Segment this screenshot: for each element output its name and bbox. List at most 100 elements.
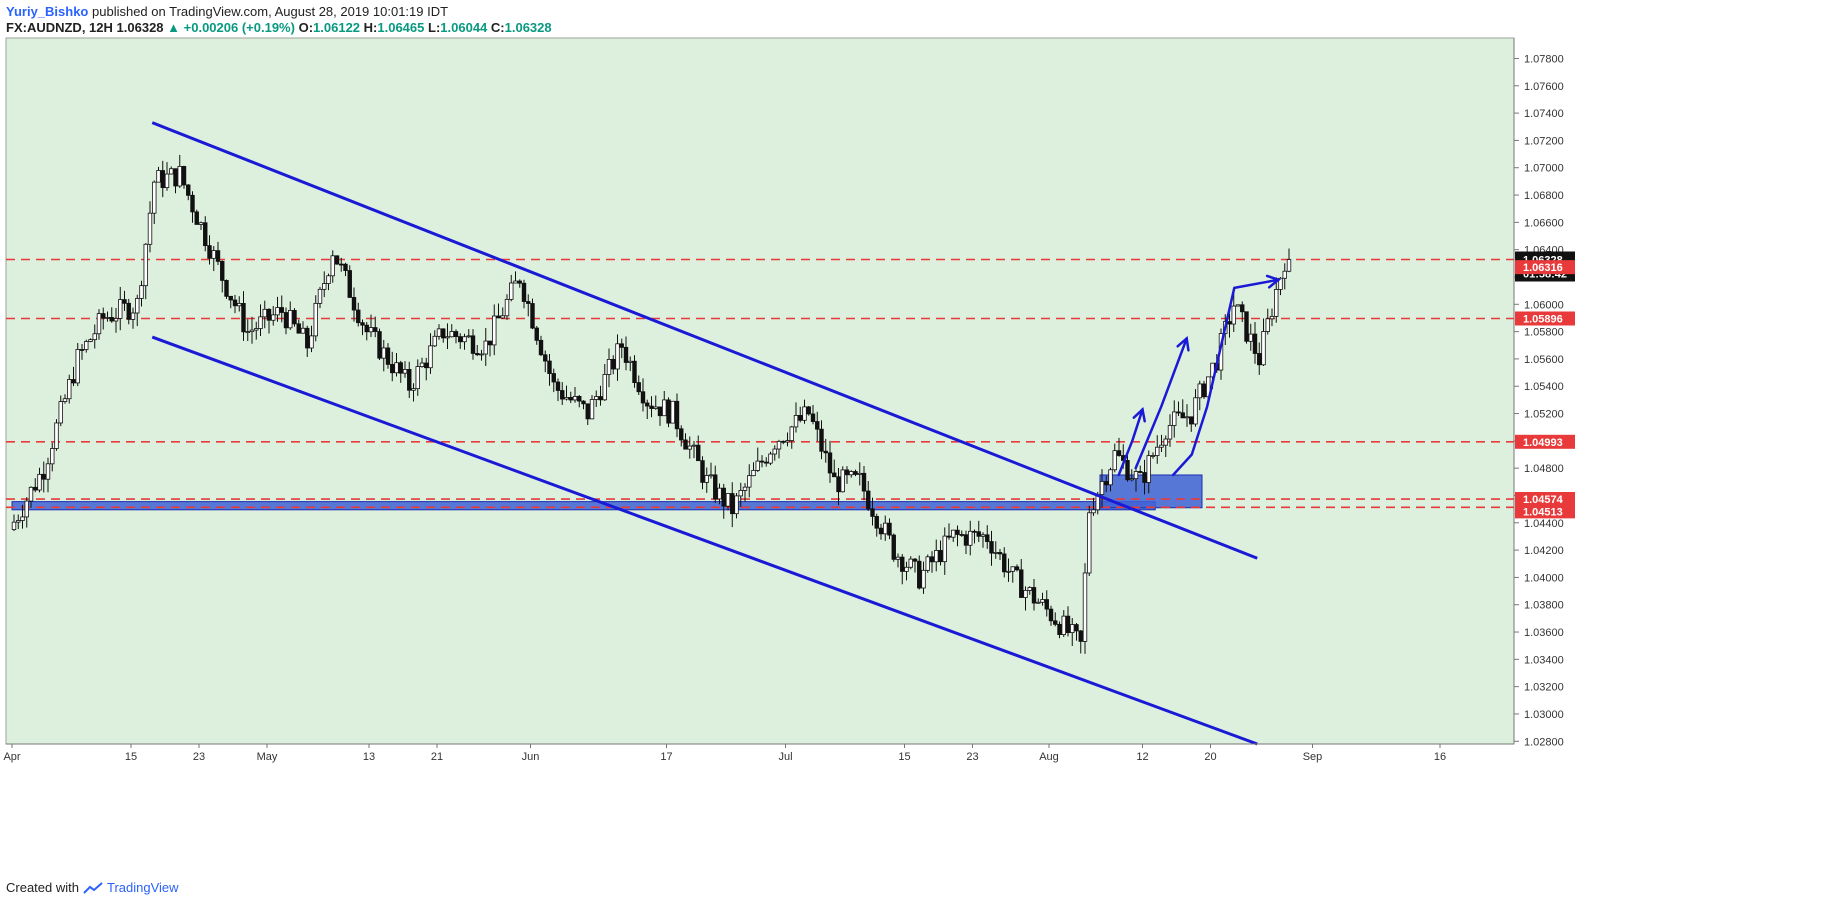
plot-area[interactable] bbox=[5, 37, 1515, 745]
candle-down bbox=[972, 530, 977, 533]
price-tick-label: 1.07400 bbox=[1524, 108, 1564, 120]
descending-channel bbox=[151, 121, 1258, 746]
price-tick-label: 1.05600 bbox=[1524, 354, 1564, 366]
chart-header: Yuriy_Bishko published on TradingView.co… bbox=[6, 4, 552, 36]
candle-down bbox=[1019, 569, 1024, 598]
candle-up bbox=[1099, 481, 1105, 495]
candle-down bbox=[101, 313, 106, 319]
candles bbox=[11, 154, 1292, 654]
candle-down bbox=[441, 328, 446, 339]
time-tick-label: 20 bbox=[1204, 751, 1216, 763]
candle-up bbox=[606, 359, 612, 375]
candle-up bbox=[908, 558, 913, 568]
candle-down bbox=[521, 282, 527, 302]
candle-down bbox=[1031, 587, 1037, 604]
candle-up bbox=[1286, 259, 1292, 272]
symbol-interval[interactable]: FX:AUDNZD, 12H bbox=[6, 20, 113, 35]
support-zone bbox=[11, 501, 1156, 511]
candle-up bbox=[883, 522, 888, 535]
candle-up bbox=[1010, 566, 1015, 572]
candle-up bbox=[28, 486, 34, 502]
candle-up bbox=[1274, 289, 1279, 317]
candle-up bbox=[738, 490, 743, 497]
candle-down bbox=[220, 261, 225, 281]
tradingview-brand[interactable]: TradingView bbox=[106, 880, 179, 895]
candle-up bbox=[934, 550, 939, 563]
price-tick-label: 1.04400 bbox=[1524, 518, 1564, 530]
candle-down bbox=[815, 421, 820, 430]
time-tick-label: 21 bbox=[431, 751, 443, 763]
time-tick-label: 16 bbox=[1434, 751, 1446, 763]
candle-up bbox=[394, 362, 399, 374]
low-value: 1.06044 bbox=[440, 20, 488, 35]
candle-down bbox=[623, 346, 629, 363]
candle-down bbox=[891, 534, 896, 560]
horizontal-levels bbox=[6, 258, 1514, 509]
level-badge-text: 1.04993 bbox=[1523, 437, 1563, 449]
trend-arrow bbox=[1134, 337, 1188, 470]
candle-down bbox=[645, 402, 650, 407]
candle-down bbox=[781, 440, 786, 443]
candle-down bbox=[1176, 411, 1181, 414]
candle-down bbox=[827, 452, 833, 474]
time-tick-label: 15 bbox=[898, 751, 910, 763]
price-tick-label: 1.03600 bbox=[1524, 627, 1564, 639]
candle-up bbox=[857, 472, 862, 475]
candle-down bbox=[861, 472, 867, 492]
price-tick-label: 1.07800 bbox=[1524, 53, 1564, 65]
candle-down bbox=[356, 309, 361, 324]
candle-down bbox=[657, 406, 663, 417]
candle-down bbox=[874, 516, 879, 529]
candle-up bbox=[751, 469, 756, 477]
author-name[interactable]: Yuriy_Bishko bbox=[6, 4, 89, 19]
candle-up bbox=[755, 460, 760, 471]
candle-up bbox=[152, 181, 157, 214]
price-axis[interactable]: 1.07800 1.07600 1.07400 1.07200 1.07000 1.068… bbox=[1514, 53, 1564, 748]
price-tick-label: 1.06000 bbox=[1524, 299, 1564, 311]
candle-down bbox=[976, 531, 981, 537]
candle-down bbox=[819, 428, 824, 452]
level-badge bbox=[1515, 311, 1575, 326]
candle-down bbox=[989, 541, 994, 554]
candle-up bbox=[1193, 397, 1198, 425]
candle-up bbox=[317, 288, 323, 304]
candle-up bbox=[687, 445, 692, 450]
candle-down bbox=[853, 471, 858, 475]
candle-down bbox=[1138, 471, 1143, 473]
candle-up bbox=[1231, 305, 1236, 325]
time-tick-label: 12 bbox=[1136, 751, 1148, 763]
candle-down bbox=[985, 534, 990, 542]
candle-down bbox=[585, 403, 590, 420]
candle-up bbox=[1282, 270, 1287, 279]
candle-up bbox=[313, 302, 318, 337]
candle-up bbox=[1150, 455, 1156, 457]
candle-up bbox=[925, 556, 930, 571]
level-badge bbox=[1515, 260, 1575, 275]
candle-down bbox=[611, 359, 616, 370]
candle-down bbox=[946, 535, 952, 538]
candle-up bbox=[330, 255, 335, 277]
price-tick-label: 1.03200 bbox=[1524, 682, 1564, 694]
price-tick-label: 1.06600 bbox=[1524, 217, 1564, 229]
time-tick-label: 23 bbox=[966, 751, 978, 763]
candle-up bbox=[772, 448, 777, 455]
candle-down bbox=[832, 472, 837, 478]
channel-upper-line bbox=[151, 121, 1258, 560]
price-tick-label: 1.05800 bbox=[1524, 327, 1564, 339]
candle-up bbox=[572, 396, 578, 401]
candle-down bbox=[1142, 472, 1147, 483]
candle-down bbox=[1044, 599, 1049, 610]
time-axis[interactable]: Apr 15 23 May 13 21 Jun 17 Jul 15 23 Aug 12 20 Sep 16 bbox=[3, 744, 1446, 763]
candle-down bbox=[636, 382, 641, 393]
low-label: L: bbox=[428, 20, 441, 35]
last-price: 1.06328 bbox=[116, 20, 164, 35]
candle-up bbox=[1265, 318, 1270, 332]
candle-up bbox=[211, 250, 216, 259]
time-tick-label: May bbox=[257, 751, 278, 763]
price-tick-label: 1.05200 bbox=[1524, 409, 1564, 421]
candle-up bbox=[789, 426, 794, 441]
candle-up bbox=[942, 535, 947, 563]
candle-down bbox=[878, 527, 884, 535]
candle-up bbox=[262, 308, 267, 318]
